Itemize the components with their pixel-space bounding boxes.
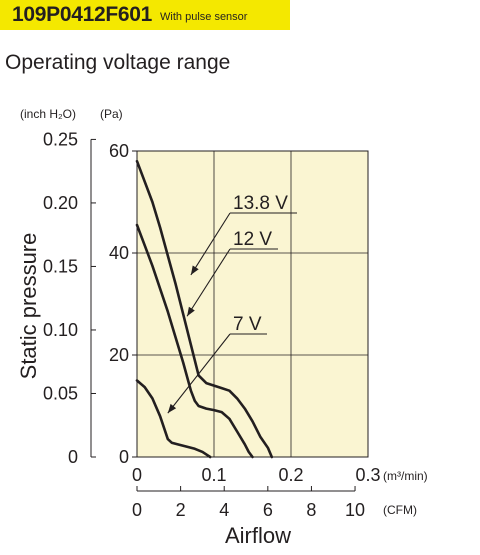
x2-tick-label: 6 <box>263 500 273 520</box>
y-tick-label: 40 <box>109 243 129 263</box>
y-unit-label: (Pa) <box>100 107 123 121</box>
leader-arrowhead-1 <box>187 306 195 317</box>
leader-line-0 <box>190 212 231 276</box>
y2-unit-label: (inch H₂O) <box>20 107 76 121</box>
y2-tick-label: 0.05 <box>43 383 78 403</box>
section-title: Operating voltage range <box>5 51 231 74</box>
x-axis-title: Airflow <box>225 523 291 548</box>
x-tick-label: 0.1 <box>201 465 226 485</box>
y-tick-label: 60 <box>109 141 129 161</box>
x-tick-label: 0.2 <box>278 465 303 485</box>
x2-tick-label: 2 <box>176 500 186 520</box>
series-label-0: 13.8 V <box>233 193 288 214</box>
y-axis-title: Static pressure <box>16 233 41 380</box>
x-tick-label-zero: 0 <box>132 465 142 485</box>
x2-tick-label: 10 <box>345 500 365 520</box>
series-lines <box>135 159 274 459</box>
y2-tick-label: 0 <box>68 447 78 467</box>
y-tick-label: 0 <box>119 447 129 467</box>
x-unit-label: (m³/min) <box>383 469 428 483</box>
series-label-1: 12 V <box>233 229 272 250</box>
title-bar: 109P0412F601 With pulse sensor <box>0 0 290 30</box>
series-line-0 <box>135 159 274 459</box>
y2-tick-label: 0.20 <box>43 193 78 213</box>
y2-tick-label: 0.15 <box>43 256 78 276</box>
series-label-2: 7 V <box>233 314 262 335</box>
x-axes: 0 0.1 0.2 0.3 0 2 4 6 8 10 <box>132 465 381 520</box>
x2-unit-label: (CFM) <box>383 503 417 517</box>
leader-arrowhead-0 <box>190 265 199 275</box>
y-axes: 0 20 40 60 0 0.05 0.10 0.15 0.20 0.25 <box>43 129 137 467</box>
leader-line-2 <box>167 333 231 414</box>
leader-arrowhead-2 <box>167 403 177 414</box>
x2-tick-label: 0 <box>132 500 142 520</box>
x2-tick-label: 8 <box>306 500 316 520</box>
grid-lines <box>137 151 368 457</box>
plot-area <box>137 151 368 457</box>
model-tag: With pulse sensor <box>160 11 248 23</box>
x2-tick-label: 4 <box>219 500 229 520</box>
series-line-1 <box>135 223 254 459</box>
series-line-2 <box>135 379 212 459</box>
y2-tick-label: 0.25 <box>43 129 78 149</box>
leader-line-1 <box>186 248 231 317</box>
y-tick-label: 20 <box>109 345 129 365</box>
y2-tick-label: 0.10 <box>43 320 78 340</box>
x-tick-label: 0.3 <box>355 465 380 485</box>
series-labels: 13.8 V 12 V 7 V <box>167 193 297 414</box>
model-number: 109P0412F601 <box>12 3 153 26</box>
